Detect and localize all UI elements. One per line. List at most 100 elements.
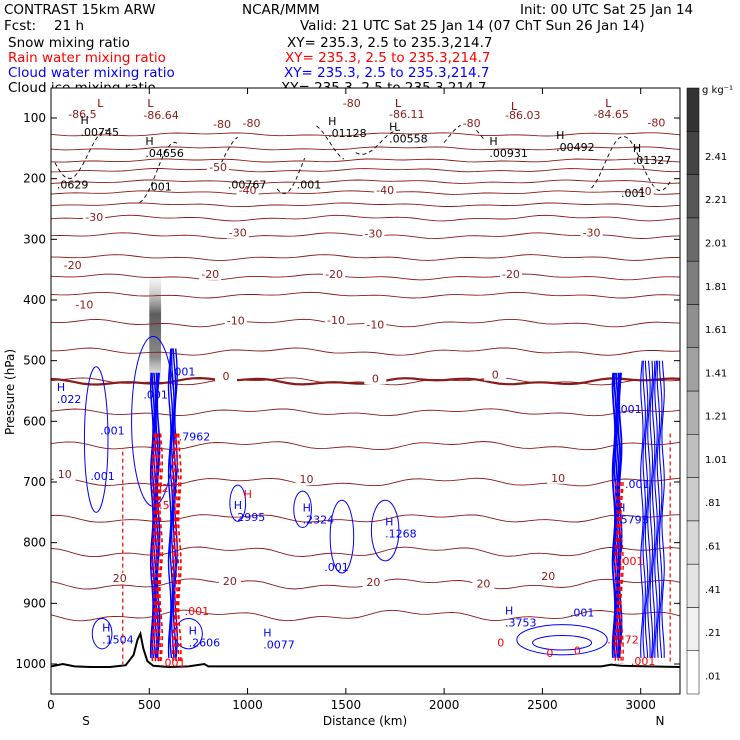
rain-column-right-2 xyxy=(618,481,622,665)
center-label: NCAR/MMM xyxy=(242,2,320,18)
temperature-label-bg-17 xyxy=(580,227,603,239)
rain-column-left-0 xyxy=(151,433,156,665)
temperature-label-bg-25 xyxy=(364,319,387,331)
y-tick-label-3: 400 xyxy=(23,293,46,307)
temperature-label-bg-26 xyxy=(214,370,237,382)
y-tick-label-8: 900 xyxy=(23,596,46,610)
temperature-contour-2 xyxy=(51,158,680,163)
temperature-label-14: -30 xyxy=(85,211,103,224)
cloud-water-storm-right-5 xyxy=(651,360,656,658)
extremum-marker-6: H xyxy=(328,115,336,128)
extremum-value-28: .001 xyxy=(324,561,349,574)
rain-column-right-1 xyxy=(616,481,621,665)
temperature-label-4: -84.65 xyxy=(593,108,628,121)
temperature-contour-3 xyxy=(51,168,680,173)
extremum-value-42: 0 xyxy=(497,637,504,650)
colorbar-label-12: 2.41 xyxy=(705,152,727,163)
extremum-marker-9: H xyxy=(489,135,497,148)
temperature-label-bg-13 xyxy=(631,185,654,197)
extremum-value-9: .00931 xyxy=(489,147,527,160)
temperature-label-30: 10 xyxy=(300,473,314,486)
temperature-label-15: -30 xyxy=(229,227,247,240)
extremum-value-38: .001 xyxy=(631,655,656,668)
colorbar-segment-3 xyxy=(686,520,700,565)
colorbar-label-7: 1.41 xyxy=(705,368,727,379)
extremum-value-35: .001 xyxy=(570,606,595,619)
extremum-value-45: .3172 xyxy=(607,634,639,647)
temperature-label-18: -20 xyxy=(64,259,82,272)
y-tick-label-1: 200 xyxy=(23,172,46,186)
temperature-label-bg-16 xyxy=(362,228,385,240)
cloud-water-envelope-far-left xyxy=(83,366,109,513)
cloud-water-cell-1480 xyxy=(329,499,355,574)
extremum-value-21: .7962 xyxy=(179,430,211,443)
y-tick-label-2: 300 xyxy=(23,232,46,246)
temperature-label-5: -80 xyxy=(343,97,361,110)
temperature-label-bg-28 xyxy=(484,369,507,381)
plot-frame xyxy=(50,87,681,695)
x-tick-label-2: 1000 xyxy=(232,698,263,712)
temperature-contour-18 xyxy=(51,514,680,523)
rain-column-left-2 xyxy=(155,433,160,665)
cloud-water-storm-right-9 xyxy=(661,360,665,658)
rain-column-right-3 xyxy=(620,481,624,665)
extremum-value-37: .001 xyxy=(161,657,186,670)
extremum-marker-3: L xyxy=(511,100,518,113)
axes: 0 500 1000 1500 2000 2500 30001002003004005006… xyxy=(15,88,680,712)
ice-contour-1 xyxy=(139,141,179,203)
temperature-label-bg-34 xyxy=(362,577,385,589)
temperature-contour-19 xyxy=(51,546,680,558)
temperature-label-28: 0 xyxy=(492,369,499,382)
fcst-value: 21 h xyxy=(54,18,84,34)
colorbar-label-1: .21 xyxy=(705,628,721,639)
extremum-value-15: .001 xyxy=(297,179,322,192)
temperature-label-19: -20 xyxy=(201,268,219,281)
y-tick-label-6: 700 xyxy=(23,475,46,489)
temperature-label-bg-7 xyxy=(240,117,263,129)
temperature-label-bg-20 xyxy=(323,268,346,280)
temperature-label-bg-14 xyxy=(83,211,106,223)
extremum-value-31: .1504 xyxy=(102,634,134,647)
extremum-value-29: .5798 xyxy=(617,514,649,527)
temperature-label-bg-11 xyxy=(236,185,259,197)
temperature-label-29: 10 xyxy=(58,468,72,481)
temperature-label-23: -10 xyxy=(227,315,245,328)
temperature-contour-6 xyxy=(51,202,680,208)
temperature-label-bg-35 xyxy=(472,578,495,590)
colorbar-segment-5 xyxy=(686,434,700,478)
extremum-marker-8: H xyxy=(145,135,153,148)
extremum-value-8: .04656 xyxy=(145,147,184,160)
colorbar-segment-13 xyxy=(686,87,700,132)
temperature-label-bg-2 xyxy=(395,108,418,120)
temperature-label-bg-5 xyxy=(340,97,363,109)
temperature-label-27: 0 xyxy=(372,372,379,385)
model-title: CONTRAST 15km ARW xyxy=(4,2,155,18)
extremum-value-36: .001 xyxy=(185,605,210,618)
temperature-label-bg-0 xyxy=(71,108,94,120)
temperature-contour-13 xyxy=(51,347,680,356)
rain-column-left-1 xyxy=(153,433,158,665)
extremum-value-16: .001 xyxy=(621,187,646,200)
temperature-contour-10 xyxy=(51,273,680,281)
extremum-marker-33: H xyxy=(263,627,271,640)
extremum-value-32: .2606 xyxy=(189,637,221,650)
field-cloud-water: Cloud water mixing ratio xyxy=(8,65,175,81)
colorbar-segment-8 xyxy=(686,304,700,348)
extremum-marker-11: H xyxy=(633,142,641,155)
temperature-label-22: -10 xyxy=(75,298,93,311)
extremum-value-12: .0629 xyxy=(57,179,89,192)
temperature-label-0: -86.5 xyxy=(68,108,96,121)
temperature-label-20: -20 xyxy=(325,268,343,281)
temperature-label-bg-6 xyxy=(211,119,234,131)
extremum-marker-0: L xyxy=(97,97,104,110)
colorbar-label-0: .01 xyxy=(705,671,721,682)
field-snow: Snow mixing ratio xyxy=(8,35,130,51)
ice-contour-6 xyxy=(443,123,484,143)
temperature-contour-7 xyxy=(51,214,680,222)
extremum-marker-34: H xyxy=(505,605,513,618)
extremum-marker-7: H xyxy=(389,121,397,134)
cloud-water-cell-1700 xyxy=(370,499,400,562)
extremum-marker-41: H xyxy=(244,488,252,501)
temperature-label-bg-23 xyxy=(224,315,247,327)
